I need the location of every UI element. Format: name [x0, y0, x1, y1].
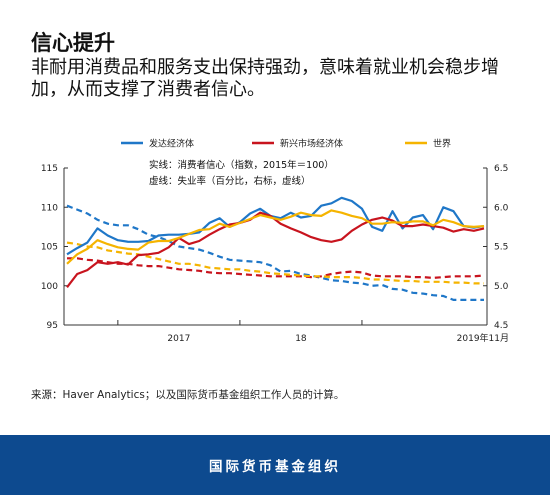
unemployment-line — [66, 204, 484, 301]
y-right-tick-label: 4.5 — [494, 321, 508, 331]
page-title: 信心提升 — [31, 31, 115, 55]
source-note: 来源：Haver Analytics；以及国际货币基金组织工作人员的计算。 — [31, 389, 345, 401]
x-tick-label: 2019年11月 — [457, 332, 509, 344]
y-right-tick-label: 5.0 — [494, 282, 509, 292]
note-solid: 实线：消费者信心（指数，2015年＝100） — [149, 159, 334, 171]
legend-label: 世界 — [433, 138, 451, 150]
y-left-tick-label: 115 — [41, 164, 58, 174]
note-dashed: 虚线：失业率（百分比，右标，虚线） — [149, 175, 311, 187]
footer-label: 国际货币基金组织 — [209, 459, 341, 475]
confidence-line — [66, 209, 485, 265]
y-left-tick-label: 95 — [47, 321, 58, 331]
y-right-tick-label: 5.5 — [494, 243, 508, 253]
footer-bar: 国际货币基金组织 — [0, 435, 550, 495]
y-left-tick-label: 100 — [41, 282, 58, 292]
legend-label: 新兴市场经济体 — [280, 138, 343, 150]
confidence-line — [66, 211, 485, 288]
page-subtitle: 非耐用消费品和服务支出保持强劲，意味着就业机会稳步增加，从而支撑了消费者信心。 — [31, 57, 499, 100]
y-right-tick-label: 6.0 — [494, 203, 509, 213]
legend-label: 发达经济体 — [149, 138, 194, 150]
y-left-tick-label: 110 — [41, 203, 58, 213]
y-right-tick-label: 6.5 — [494, 164, 508, 174]
unemployment-line — [66, 241, 484, 285]
confidence-line — [66, 196, 485, 256]
x-tick-label: 18 — [295, 334, 307, 344]
x-tick-label: 2017 — [167, 334, 190, 344]
y-left-tick-label: 105 — [41, 243, 58, 253]
